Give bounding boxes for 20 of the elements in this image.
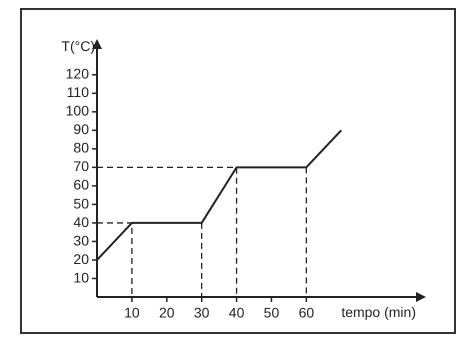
y-tick-label: 50 (73, 195, 90, 212)
y-axis-title: T(°C) (61, 38, 95, 54)
x-tick-label: 20 (158, 304, 175, 320)
y-tick-label: 40 (73, 214, 90, 230)
y-tick-label: 60 (73, 176, 90, 193)
x-tick-label: 30 (194, 304, 210, 320)
y-tick-label: 70 (73, 158, 90, 174)
y-tick-label: 80 (73, 140, 90, 156)
x-tick-label: 60 (298, 304, 314, 320)
y-tick-label: 30 (73, 232, 90, 248)
x-tick-label: 10 (124, 304, 140, 320)
y-tick-label: 120 (66, 66, 90, 82)
x-axis-title: tempo (min) (341, 304, 416, 320)
y-tick-label: 90 (73, 121, 90, 138)
y-tick-label: 110 (66, 84, 90, 100)
x-tick-label: 50 (264, 304, 280, 320)
x-tick-label: 40 (228, 304, 245, 320)
y-tick-label: 20 (73, 250, 90, 267)
y-tick-label: 100 (66, 102, 90, 119)
y-tick-label: 10 (73, 269, 90, 286)
